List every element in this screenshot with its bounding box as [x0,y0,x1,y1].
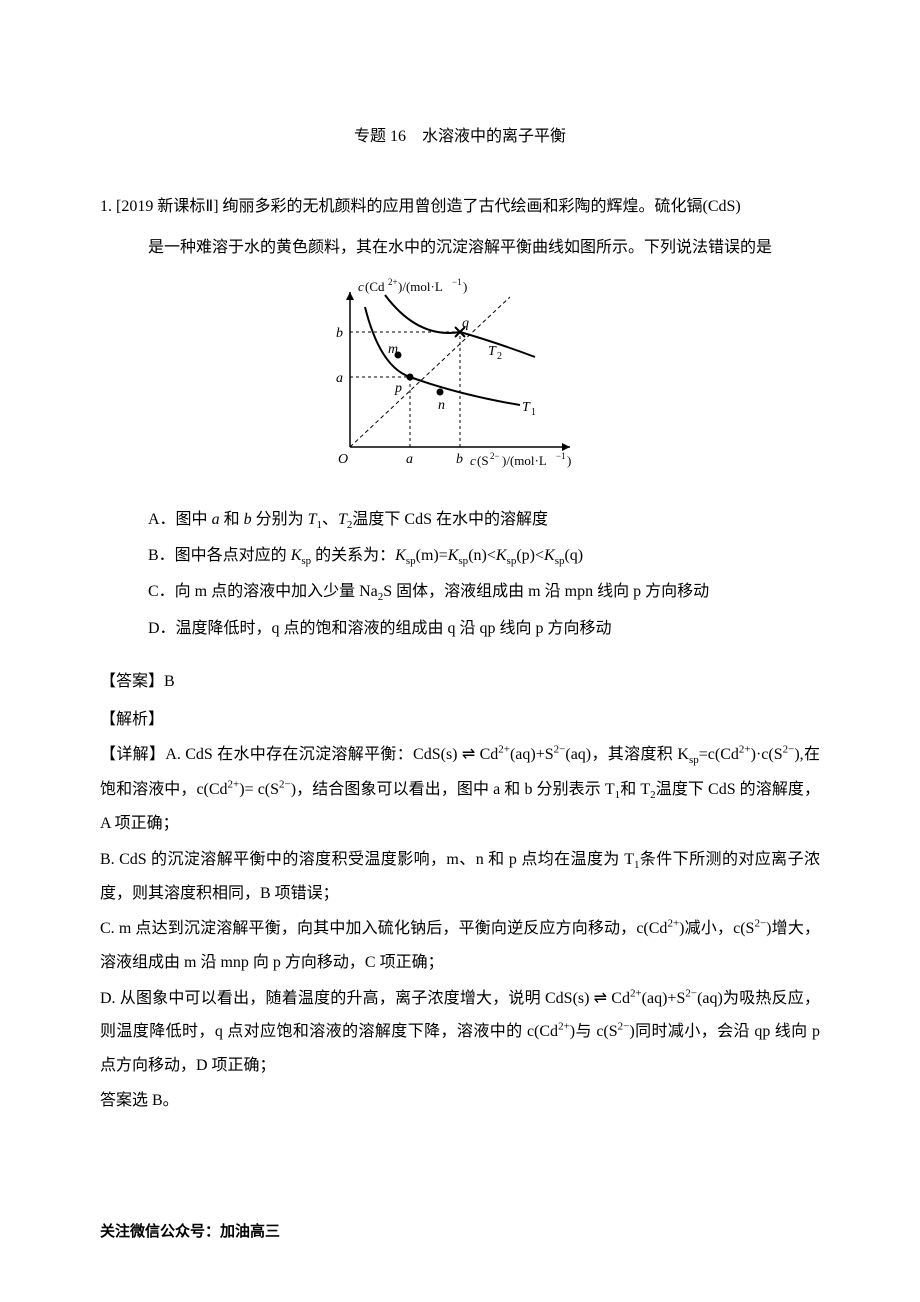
option-a-text: A．图中 a 和 b 分别为 T1、T2温度下 CdS 在水中的溶解度 [148,511,548,528]
svg-text:m: m [388,342,398,357]
svg-text:): ) [567,453,571,468]
solubility-chart: q m p n T 1 T 2 a b a b O c (Cd 2+ )/(mo… [310,277,610,487]
svg-text:(S: (S [477,453,489,468]
svg-text:)/(mol·L: )/(mol·L [502,453,547,468]
detail-d: D. 从图象中可以看出，随着温度的升高，离子浓度增大，说明 CdS(s) ⇌ C… [100,982,820,1083]
svg-text:a: a [336,371,343,386]
svg-text:T: T [488,344,497,359]
option-b: B．图中各点对应的 Ksp 的关系为：Ksp(m)=Ksp(n)<Ksp(p)<… [100,539,820,573]
topic-title: 专题 16 水溶液中的离子平衡 [100,120,820,154]
svg-text:O: O [338,452,348,467]
detail-b: B. CdS 的沉淀溶解平衡中的溶度积受温度影响，m、n 和 p 点均在温度为 … [100,843,820,911]
svg-text:2−: 2− [490,451,500,461]
svg-text:1: 1 [531,407,536,418]
answer-label: 【答案】B [100,665,820,699]
svg-text:−1: −1 [452,277,462,287]
svg-text:a: a [406,452,413,467]
detail-final: 答案选 B。 [100,1084,820,1118]
detail-c: C. m 点达到沉淀溶解平衡，向其中加入硫化钠后，平衡向逆反应方向移动，c(Cd… [100,912,820,979]
svg-text:c: c [470,453,476,468]
option-d: D．温度降低时，q 点的饱和溶液的组成由 q 沿 qp 线向 p 方向移动 [100,612,820,646]
svg-text:n: n [438,398,445,413]
option-c-text: C．向 m 点的溶液中加入少量 Na2S 固体，溶液组成由 m 沿 mpn 线向… [148,583,709,600]
option-d-text: D．温度降低时，q 点的饱和溶液的组成由 q 沿 qp 线向 p 方向移动 [148,620,612,637]
footer-text: 关注微信公众号：加油高三 [100,1217,280,1249]
svg-text:T: T [522,400,531,415]
chart-wrapper: q m p n T 1 T 2 a b a b O c (Cd 2+ )/(mo… [100,277,820,487]
question-line-1: 1. [2019 新课标Ⅱ] 绚丽多彩的无机颜料的应用曾创造了古代绘画和彩陶的辉… [100,190,820,224]
option-a: A．图中 a 和 b 分别为 T1、T2温度下 CdS 在水中的溶解度 [100,503,820,537]
svg-text:2: 2 [497,351,502,362]
option-b-text: B．图中各点对应的 Ksp 的关系为：Ksp(m)=Ksp(n)<Ksp(p)<… [148,547,583,564]
svg-text:b: b [456,452,463,467]
svg-text:c: c [358,279,364,294]
analysis-label: 【解析】 [100,703,820,737]
svg-text:−1: −1 [556,451,566,461]
detail-prefix: 【详解】 [100,746,165,763]
svg-text:(Cd: (Cd [365,279,385,294]
option-c: C．向 m 点的溶液中加入少量 Na2S 固体，溶液组成由 m 沿 mpn 线向… [100,575,820,609]
svg-text:p: p [394,381,402,396]
svg-text:b: b [336,326,343,341]
detail-a: 【详解】A. CdS 在水中存在沉淀溶解平衡：CdS(s) ⇌ Cd2+(aq)… [100,738,820,840]
svg-text:)/(mol·L: )/(mol·L [398,279,443,294]
svg-text:2+: 2+ [388,277,398,287]
question-line-2: 是一种难溶于水的黄色颜料，其在水中的沉淀溶解平衡曲线如图所示。下列说法错误的是 [100,231,820,265]
svg-text:): ) [463,279,467,294]
